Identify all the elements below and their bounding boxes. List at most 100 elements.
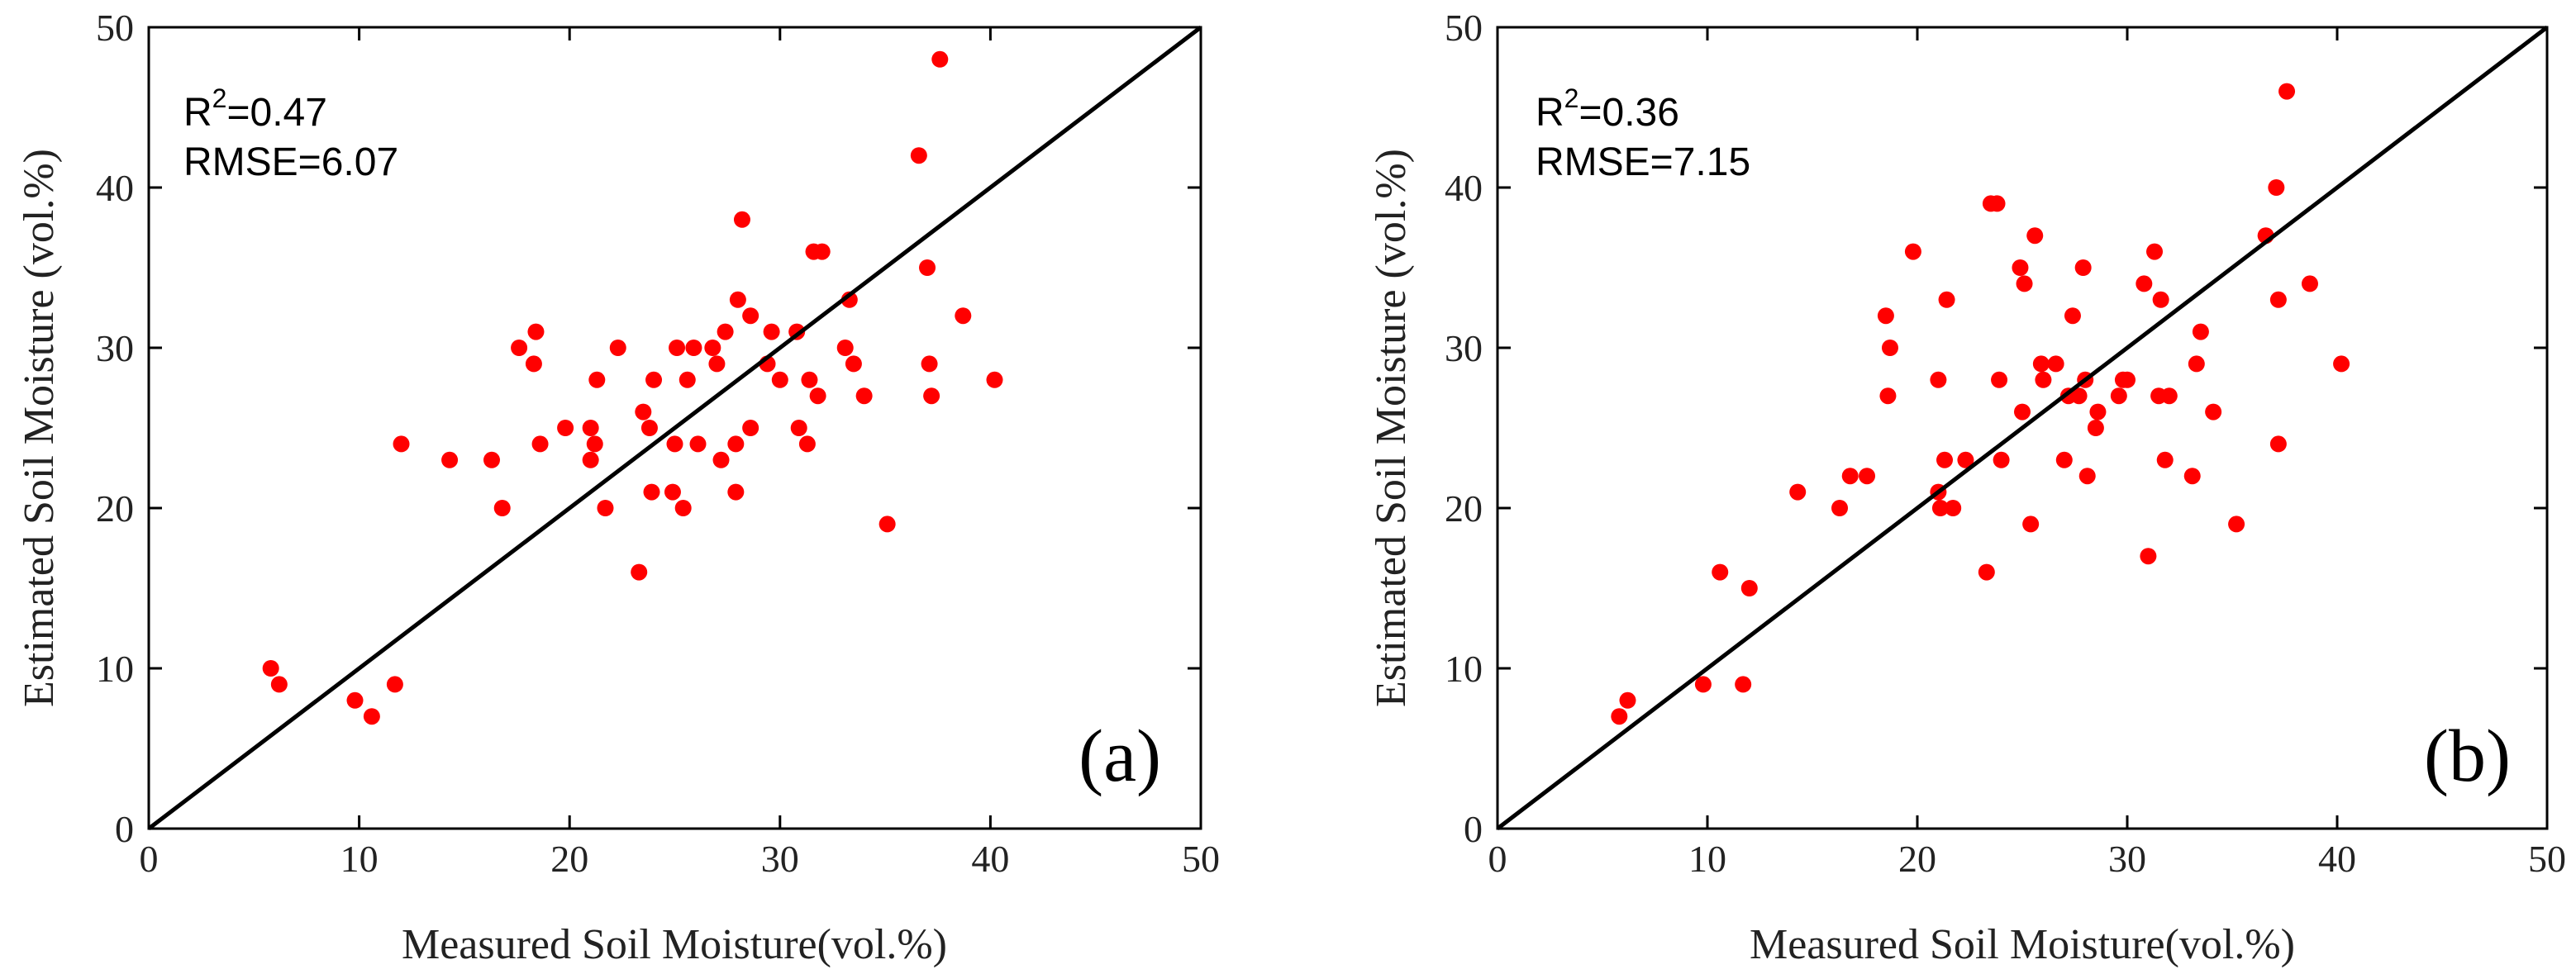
data-point [1978, 563, 1995, 581]
panel-label: (b) [2424, 715, 2511, 797]
data-point [2110, 387, 2127, 405]
data-point [511, 340, 528, 356]
data-point [2301, 275, 2318, 292]
data-point [363, 708, 380, 725]
data-point [955, 307, 972, 325]
data-point [2026, 227, 2044, 245]
data-point [640, 420, 658, 436]
data-point [2014, 403, 2031, 420]
data-point [2152, 291, 2169, 308]
y-axis-title: Estimated Soil Moisture (vol.%) [1368, 149, 1415, 707]
data-point [2070, 387, 2088, 405]
data-point [2074, 259, 2092, 276]
data-point [582, 451, 599, 468]
x-axis-title: Measured Soil Moisture(vol.%) [1750, 921, 2295, 968]
data-point [2183, 468, 2201, 485]
data-point [531, 435, 549, 453]
data-point [689, 435, 707, 453]
data-point [1859, 468, 1876, 485]
data-point [717, 323, 734, 340]
data-point [2146, 243, 2164, 260]
data-point [923, 387, 940, 405]
axis-ticks: 0 10 20 30 40 50 0 10 20 30 40 50 [96, 7, 1220, 880]
y-tick-label: 40 [96, 167, 134, 209]
data-point [2047, 355, 2064, 373]
r-squared-exponent: 2 [212, 83, 227, 113]
data-point [493, 500, 511, 516]
data-point [2268, 179, 2285, 196]
x-tick-label: 20 [1898, 838, 1936, 880]
data-point [669, 340, 686, 356]
data-point [2016, 275, 2033, 292]
data-point [729, 291, 746, 308]
data-point [1694, 676, 1712, 693]
plot-area-frame [147, 26, 1202, 830]
data-point [733, 211, 750, 228]
x-tick-label: 0 [140, 838, 159, 880]
y-tick-label: 20 [1445, 487, 1483, 530]
x-tick-label: 0 [1488, 838, 1507, 880]
r-squared-exponent: 2 [1564, 83, 1579, 113]
data-point [1712, 563, 1729, 581]
data-point [801, 371, 818, 388]
r-squared-value: =0.47 [226, 91, 326, 135]
data-point [1789, 483, 1807, 501]
x-tick-label: 10 [340, 838, 379, 880]
data-point [609, 340, 626, 356]
data-point [1931, 500, 1949, 516]
data-point [1740, 580, 1758, 596]
x-tick-label: 40 [2318, 838, 2356, 880]
data-point [921, 355, 938, 373]
y-tick-label: 50 [96, 7, 134, 49]
data-point [586, 435, 603, 453]
data-point [790, 420, 807, 436]
data-point [836, 340, 854, 356]
x-tick-label: 50 [2528, 838, 2566, 880]
one-to-one-line [1496, 26, 2549, 830]
x-axis-title: Measured Soil Moisture(vol.%) [402, 921, 947, 968]
data-point [645, 371, 663, 388]
data-point [2269, 435, 2287, 453]
rmse-label: RMSE=7.15 [1536, 140, 1750, 184]
data-point [2333, 355, 2350, 373]
data-point [2188, 355, 2205, 373]
rmse-label: RMSE=6.07 [183, 140, 398, 184]
scatter-panel-b: 0 10 20 30 40 50 0 10 20 30 40 50 R2=0.36 RMSE=7.15… [1368, 7, 2566, 968]
y-tick-label: 30 [1445, 327, 1483, 369]
data-point [1930, 371, 1947, 388]
data-point [557, 420, 574, 436]
data-point [2022, 516, 2040, 533]
data-point [582, 420, 599, 436]
data-point [2087, 420, 2104, 436]
data-points [1611, 83, 2350, 725]
data-point [674, 500, 692, 516]
data-point [1735, 676, 1752, 693]
data-point [708, 355, 726, 373]
data-point [2192, 323, 2209, 340]
y-tick-label: 40 [1445, 167, 1483, 209]
data-point [1993, 451, 2010, 468]
data-point [1991, 371, 2008, 388]
data-point [2012, 259, 2029, 276]
data-point [727, 483, 745, 501]
data-point [910, 147, 927, 164]
r-squared-prefix: R [1536, 91, 1564, 135]
data-point [2156, 451, 2174, 468]
y-tick-label: 10 [1445, 648, 1483, 690]
data-point [2269, 291, 2287, 308]
plot-area-frame [1496, 26, 2549, 830]
x-tick-label: 40 [971, 838, 1009, 880]
data-point [597, 500, 614, 516]
data-point [1879, 387, 1897, 405]
y-tick-label: 0 [115, 808, 134, 850]
stats-annotation: R2=0.47 RMSE=6.07 [183, 83, 398, 184]
y-axis-title: Estimated Soil Moisture (vol.%) [16, 149, 63, 707]
data-point [588, 371, 606, 388]
r-squared-value: =0.36 [1578, 91, 1678, 135]
x-tick-label: 30 [2108, 838, 2146, 880]
data-point [1957, 451, 1974, 468]
r-squared-prefix: R [183, 91, 212, 135]
data-point [2089, 403, 2107, 420]
data-point [2035, 371, 2052, 388]
